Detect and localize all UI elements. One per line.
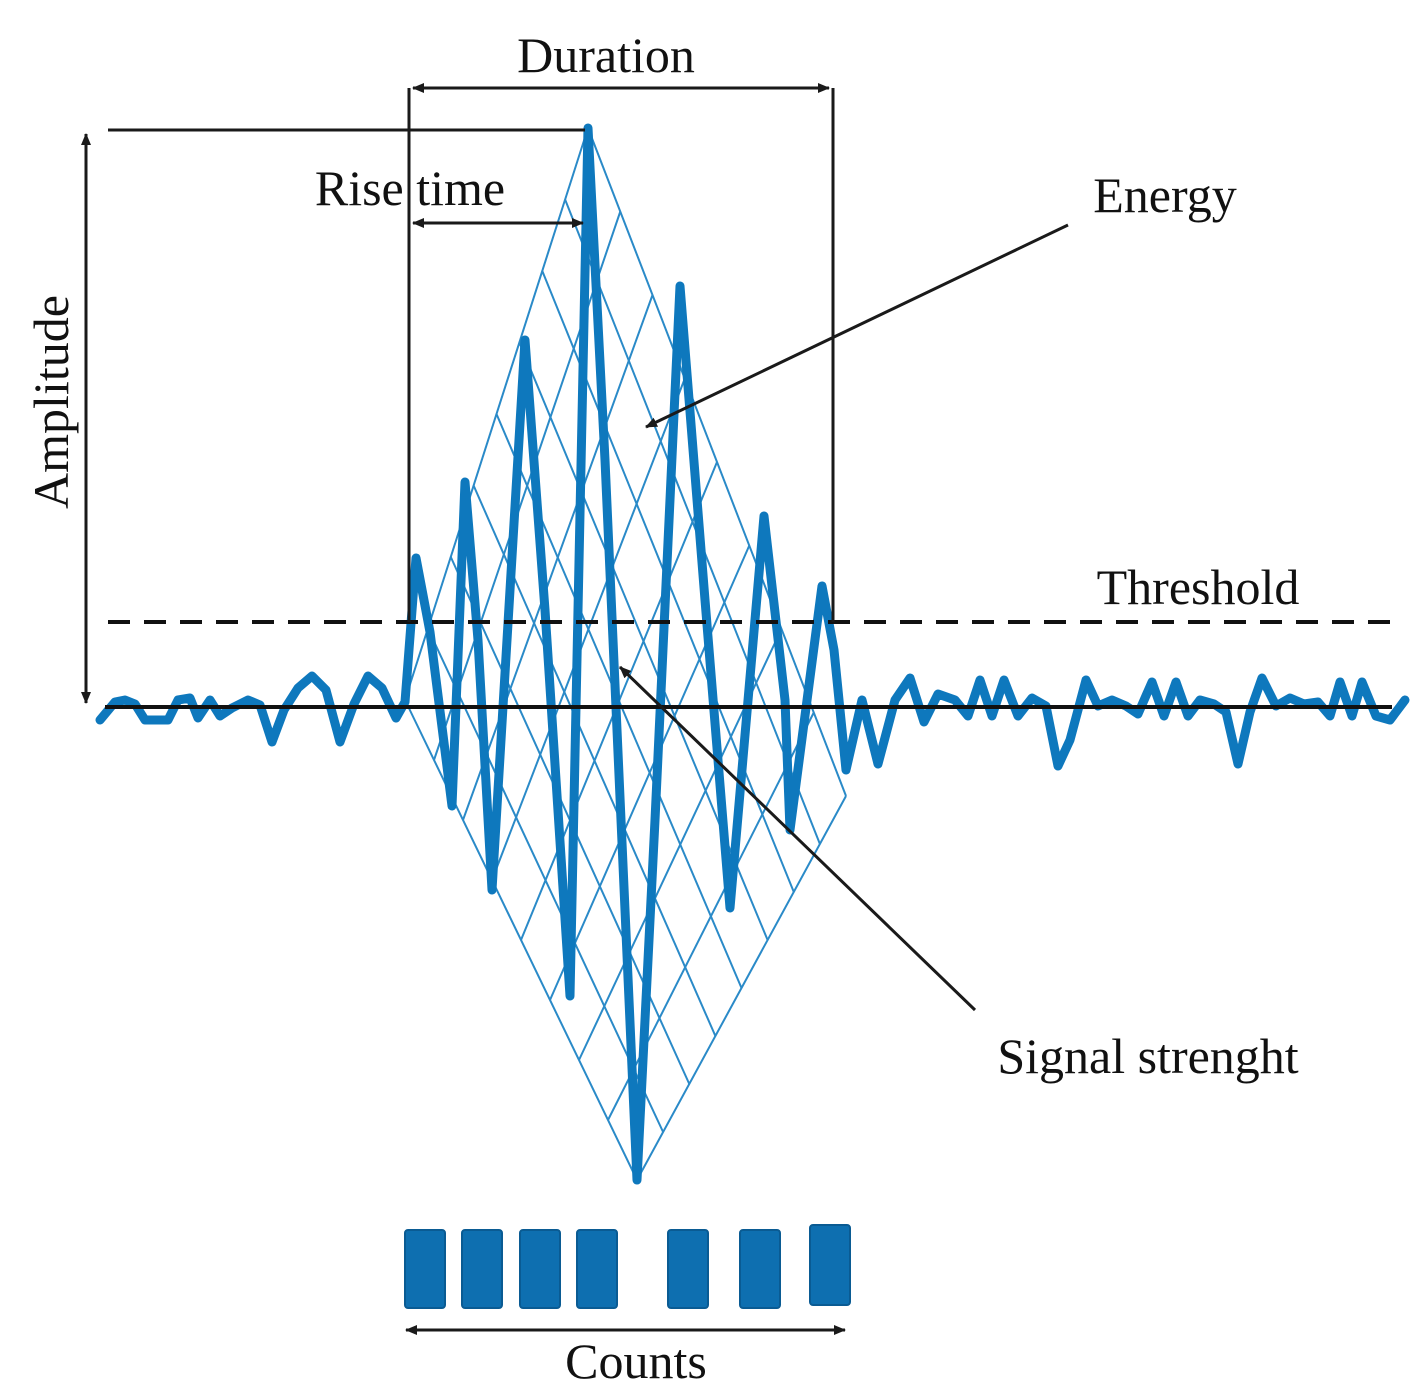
signal-strength-label: Signal strenght — [997, 1028, 1298, 1084]
count-box — [667, 1229, 709, 1309]
count-box — [576, 1229, 618, 1309]
count-box — [404, 1229, 446, 1309]
rise-time-label: Rise time — [315, 160, 505, 216]
counts-label: Counts — [565, 1333, 707, 1389]
count-box — [809, 1224, 851, 1306]
signal-waveform — [95, 123, 1410, 1185]
count-box — [739, 1229, 781, 1309]
mesh-line — [564, 199, 821, 845]
amplitude-label: Amplitude — [23, 295, 79, 509]
count-boxes — [404, 1224, 851, 1309]
threshold-label: Threshold — [1097, 559, 1300, 615]
count-box — [519, 1229, 561, 1309]
energy-leader — [645, 223, 1069, 429]
count-box — [461, 1229, 503, 1309]
duration-label: Duration — [517, 27, 695, 83]
signal-strength-leader — [618, 665, 977, 1012]
mesh-line — [549, 545, 751, 1001]
energy-label: Energy — [1093, 167, 1236, 223]
